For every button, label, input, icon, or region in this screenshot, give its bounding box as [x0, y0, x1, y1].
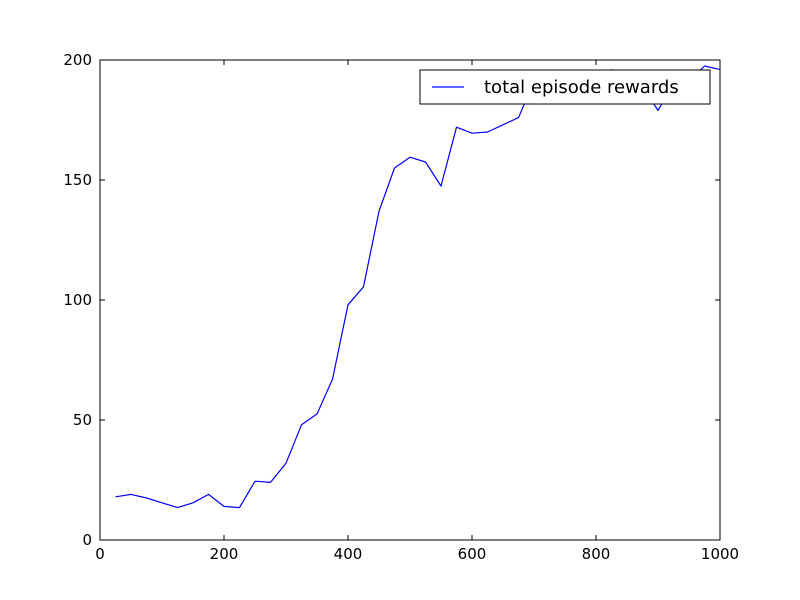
x-axis: 0 200 400 600 800 1000: [95, 60, 739, 563]
y-tick-label: 100: [63, 291, 92, 309]
legend: total episode rewards: [419, 69, 711, 105]
legend-label: total episode rewards: [484, 77, 679, 98]
x-tick-label: 800: [582, 545, 611, 563]
legend-box: [419, 69, 711, 105]
x-tick-label: 200: [210, 545, 239, 563]
y-tick-label: 150: [63, 171, 92, 189]
y-tick-label: 50: [73, 411, 92, 429]
y-axis: 0 50 100 150 200: [63, 51, 720, 549]
y-tick-label: 0: [82, 531, 92, 549]
y-tick-label: 200: [63, 51, 92, 69]
x-tick-label: 1000: [701, 545, 739, 563]
x-tick-label: 0: [95, 545, 105, 563]
x-tick-label: 400: [334, 545, 363, 563]
plot-area: [100, 60, 720, 540]
x-tick-label: 600: [458, 545, 487, 563]
